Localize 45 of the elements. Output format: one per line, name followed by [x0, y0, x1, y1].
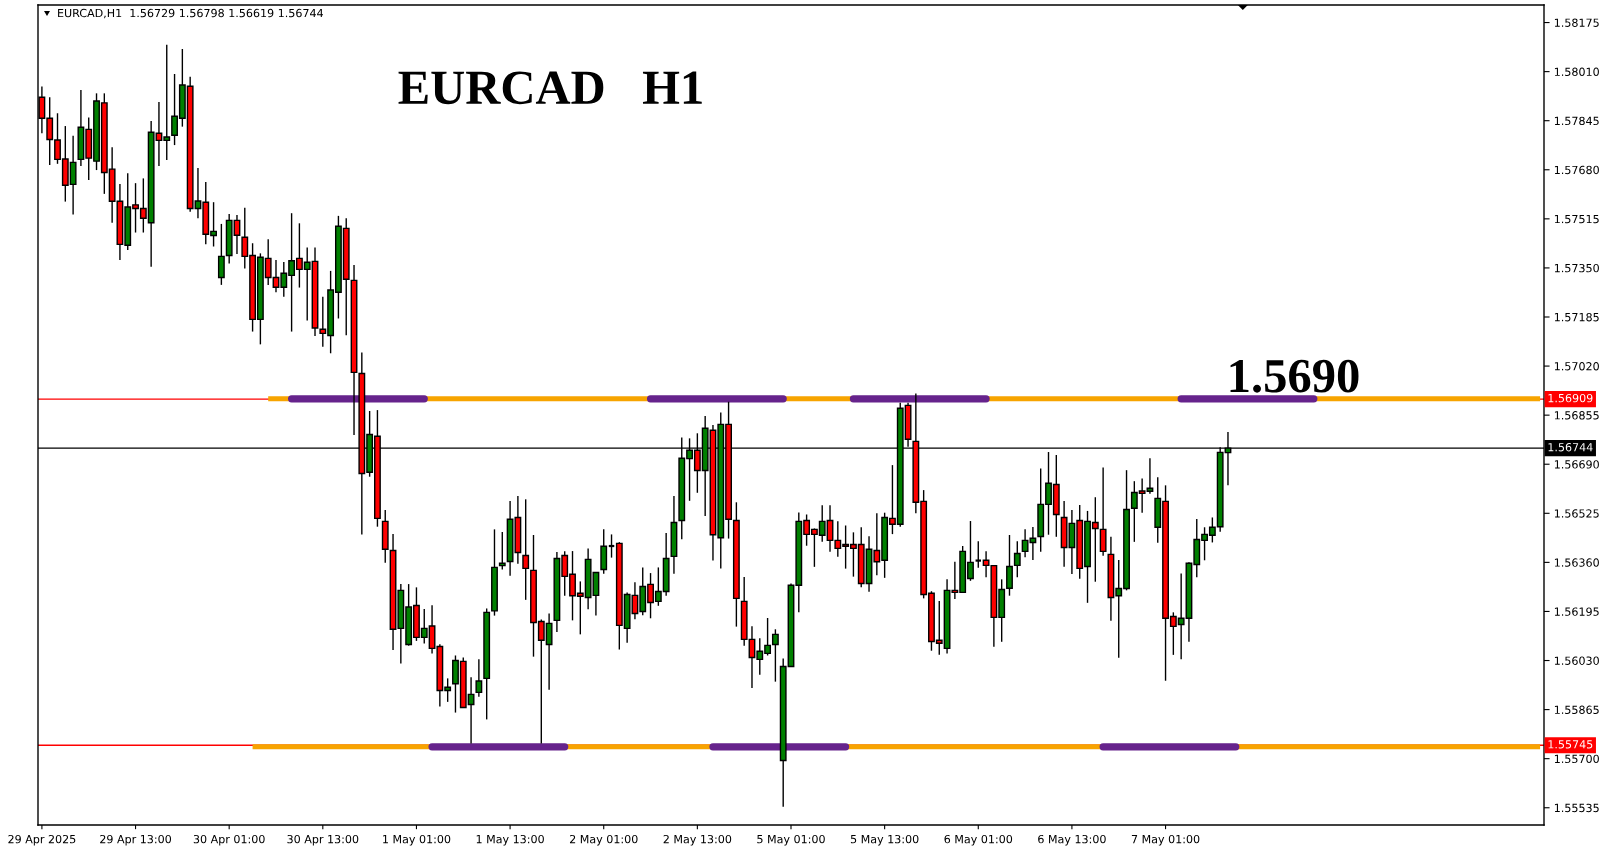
y-tick-label: 1.56690: [1554, 460, 1599, 469]
y-tick-label: 1.55865: [1554, 705, 1599, 714]
y-tick-label: 1.55535: [1554, 803, 1599, 813]
x-tick-label: 6 May 01:00: [944, 834, 1013, 846]
y-tick-label: 1.56195: [1554, 607, 1599, 616]
annotation: 1.5690: [1230, 359, 1359, 393]
candlestick: [1006, 534, 1013, 597]
x-tick-label: 30 Apr 01:00: [193, 834, 265, 846]
x-tick-label: 7 May 01:00: [1131, 834, 1200, 846]
candlestick: [522, 498, 530, 601]
y-tick-label: 1.56855: [1554, 411, 1599, 420]
x-tick-label: 5 May 13:00: [850, 834, 919, 846]
x-tick-label: 2 May 01:00: [569, 834, 638, 846]
y-tick-label: 1.57185: [1554, 312, 1599, 322]
y-tick-label: 1.57350: [1554, 263, 1599, 273]
y-tick-label: 1.56360: [1554, 558, 1599, 567]
y-tick-label: 1.58010: [1554, 67, 1599, 76]
x-tick-label: 30 Apr 13:00: [287, 834, 359, 846]
x-tick-label: 2 May 13:00: [663, 834, 732, 846]
candlestick: [217, 223, 225, 286]
y-tick-label: 1.57845: [1554, 116, 1599, 126]
y-tick-label: 1.55700: [1554, 754, 1599, 764]
chart-subtitle: EURCAD,H1 1.56729 1.56798 1.56619 1.56744: [58, 8, 324, 19]
ref-line-label: 1.56909: [1548, 393, 1593, 403]
candlestick: [771, 628, 779, 683]
x-tick-label: 29 Apr 2025: [8, 834, 76, 846]
x-tick-label: 6 May 13:00: [1038, 834, 1106, 846]
candlestick: [1099, 466, 1107, 557]
ref-line-label: 1.55745: [1548, 740, 1593, 749]
y-tick-label: 1.56525: [1554, 509, 1599, 518]
y-tick-label: 1.57020: [1554, 362, 1599, 371]
x-tick-label: 5 May 01:00: [757, 834, 825, 846]
candlestick: [974, 540, 983, 569]
ref-line-label: 1.56744: [1548, 442, 1593, 452]
x-tick-label: 1 May 13:00: [476, 834, 544, 846]
y-tick-label: 1.58175: [1554, 18, 1599, 27]
x-tick-label: 29 Apr 13:00: [100, 834, 172, 846]
text: EURCAD H1: [398, 71, 702, 105]
y-tick-label: 1.56030: [1554, 656, 1599, 665]
y-tick-label: 1.57680: [1554, 165, 1599, 175]
candlestick: [600, 528, 608, 575]
y-tick-label: 1.57515: [1554, 214, 1599, 224]
candlestick: [475, 658, 483, 698]
candlestick: [1013, 540, 1021, 578]
x-tick-label: 1 May 01:00: [383, 834, 451, 846]
